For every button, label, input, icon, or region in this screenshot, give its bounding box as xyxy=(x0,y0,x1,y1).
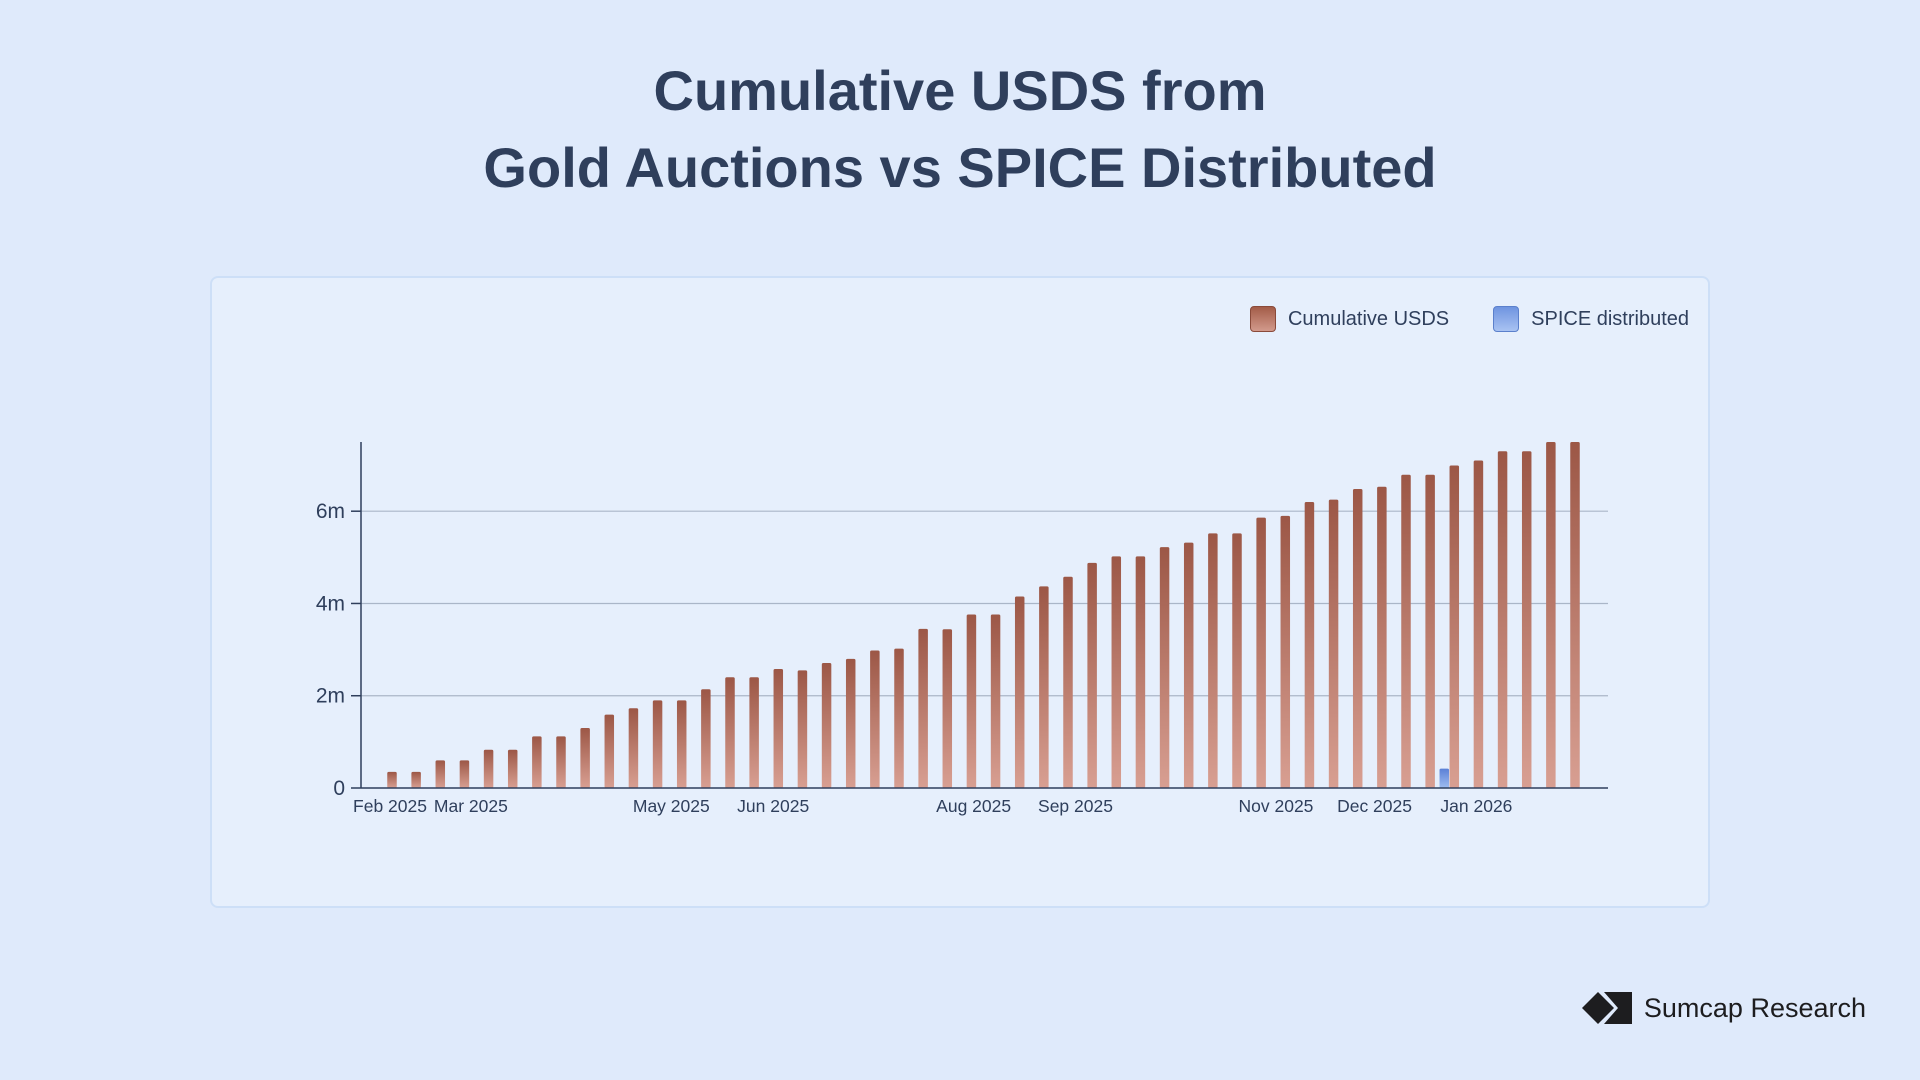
bar-usds[interactable] xyxy=(1497,451,1508,788)
bar-usds[interactable] xyxy=(845,658,856,788)
bar-usds[interactable] xyxy=(1256,517,1266,788)
bar-usds[interactable] xyxy=(966,614,977,788)
y-tick-label-2m: 2m xyxy=(316,685,345,708)
y-tick-label-4m: 4m xyxy=(316,592,345,615)
bar-usds[interactable] xyxy=(870,650,880,788)
bar-usds[interactable] xyxy=(652,700,663,788)
bar-usds[interactable] xyxy=(1377,486,1387,788)
bar-usds[interactable] xyxy=(580,728,590,788)
bar-usds[interactable] xyxy=(894,648,904,788)
bar-usds[interactable] xyxy=(1473,460,1484,788)
legend-item-spice-distributed[interactable]: SPICE distributed xyxy=(1493,306,1689,332)
bar-usds[interactable] xyxy=(1449,465,1460,788)
bar-spice[interactable] xyxy=(1439,768,1450,788)
chart-title: Cumulative USDS from Gold Auctions vs SP… xyxy=(0,52,1920,206)
bar-usds[interactable] xyxy=(483,749,494,788)
bar-usds[interactable] xyxy=(821,662,832,788)
bar-usds[interactable] xyxy=(1521,451,1532,788)
bar-usds[interactable] xyxy=(942,629,953,788)
bar-usds[interactable] xyxy=(749,677,759,788)
bar-usds[interactable] xyxy=(1304,501,1315,788)
bar-usds[interactable] xyxy=(1570,442,1580,788)
bar-usds[interactable] xyxy=(1401,474,1411,788)
bar-usds[interactable] xyxy=(556,736,566,788)
bar-usds[interactable] xyxy=(1232,533,1242,788)
bar-usds[interactable] xyxy=(1063,576,1073,788)
bar-usds[interactable] xyxy=(1111,556,1122,788)
bar-usds[interactable] xyxy=(628,708,639,788)
bar-usds[interactable] xyxy=(1328,499,1339,788)
x-tick-label: Dec 2025 xyxy=(1337,796,1412,816)
bar-usds[interactable] xyxy=(773,668,784,788)
legend-swatch-usds xyxy=(1249,306,1276,332)
x-tick-label: Mar 2025 xyxy=(434,796,508,816)
bar-usds[interactable] xyxy=(990,614,1001,788)
chart-legend: Cumulative USDS SPICE distributed xyxy=(1249,306,1689,332)
bar-usds[interactable] xyxy=(701,689,711,788)
bar-usds[interactable] xyxy=(797,670,808,788)
x-tick-label: Feb 2025 xyxy=(353,796,427,816)
bar-usds[interactable] xyxy=(604,714,615,788)
bar-usds[interactable] xyxy=(1546,442,1556,788)
bar-usds[interactable] xyxy=(1014,596,1025,788)
title-line-2: Gold Auctions vs SPICE Distributed xyxy=(483,136,1437,199)
legend-label-spice: SPICE distributed xyxy=(1531,307,1689,330)
bar-usds[interactable] xyxy=(1352,489,1363,788)
bar-usds[interactable] xyxy=(1135,556,1146,788)
legend-item-cumulative-usds[interactable]: Cumulative USDS xyxy=(1249,306,1450,332)
y-tick-label-6m: 6m xyxy=(316,500,345,523)
bar-usds[interactable] xyxy=(1087,562,1097,788)
bar-usds[interactable] xyxy=(676,700,687,788)
bar-usds[interactable] xyxy=(725,677,735,788)
x-tick-label: Nov 2025 xyxy=(1239,796,1314,816)
bar-usds[interactable] xyxy=(387,771,397,788)
bar-usds[interactable] xyxy=(1208,533,1218,788)
x-tick-label: Sep 2025 xyxy=(1038,796,1113,816)
chart-panel xyxy=(210,276,1710,908)
bar-usds[interactable] xyxy=(435,760,446,788)
legend-label-usds: Cumulative USDS xyxy=(1287,307,1450,330)
y-tick-label-0: 0 xyxy=(333,777,345,800)
brand-name: Sumcap Research xyxy=(1643,992,1866,1023)
bar-usds[interactable] xyxy=(1039,586,1049,788)
bar-usds[interactable] xyxy=(1183,542,1194,788)
legend-swatch-spice xyxy=(1493,306,1520,332)
x-tick-label: Jun 2025 xyxy=(737,796,809,816)
bar-usds[interactable] xyxy=(532,736,542,788)
title-line-1: Cumulative USDS from xyxy=(653,59,1267,122)
brand[interactable]: Sumcap Research xyxy=(1581,990,1866,1026)
bar-usds[interactable] xyxy=(459,760,470,788)
sumcap-logo-icon xyxy=(1581,992,1632,1024)
x-tick-label: Jan 2026 xyxy=(1440,796,1512,816)
bar-usds[interactable] xyxy=(1280,515,1291,788)
bar-usds[interactable] xyxy=(1425,474,1435,788)
bar-usds[interactable] xyxy=(411,771,421,788)
bar-usds[interactable] xyxy=(1159,547,1170,788)
bar-usds[interactable] xyxy=(918,628,928,788)
bar-usds[interactable] xyxy=(507,749,518,788)
x-tick-label: May 2025 xyxy=(633,796,710,816)
x-tick-label: Aug 2025 xyxy=(936,796,1011,816)
